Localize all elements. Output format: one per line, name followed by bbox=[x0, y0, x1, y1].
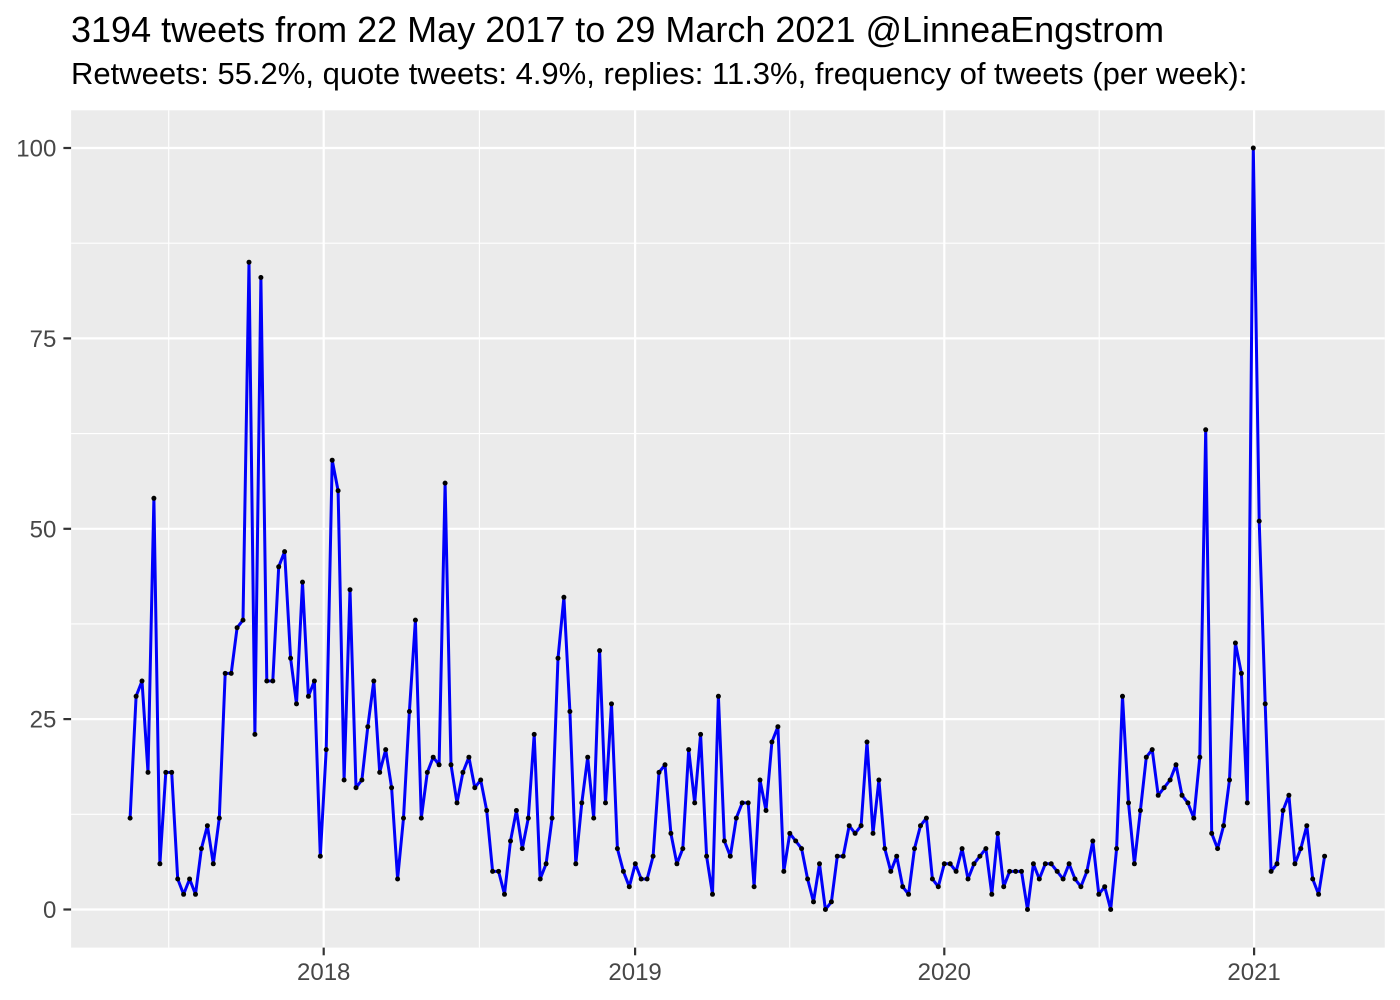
svg-text:100: 100 bbox=[16, 136, 56, 163]
svg-text:Retweets: 55.2%, quote tweets:: Retweets: 55.2%, quote tweets: 4.9%, rep… bbox=[71, 56, 1247, 91]
svg-text:2021: 2021 bbox=[1227, 959, 1280, 986]
svg-text:2020: 2020 bbox=[918, 959, 971, 986]
svg-text:50: 50 bbox=[30, 516, 57, 543]
svg-text:2018: 2018 bbox=[297, 959, 350, 986]
svg-text:3194 tweets from 22 May 2017 t: 3194 tweets from 22 May 2017 to 29 March… bbox=[71, 9, 1164, 50]
svg-text:2019: 2019 bbox=[608, 959, 661, 986]
svg-text:25: 25 bbox=[30, 707, 57, 734]
svg-text:0: 0 bbox=[43, 897, 56, 924]
svg-text:75: 75 bbox=[30, 326, 57, 353]
